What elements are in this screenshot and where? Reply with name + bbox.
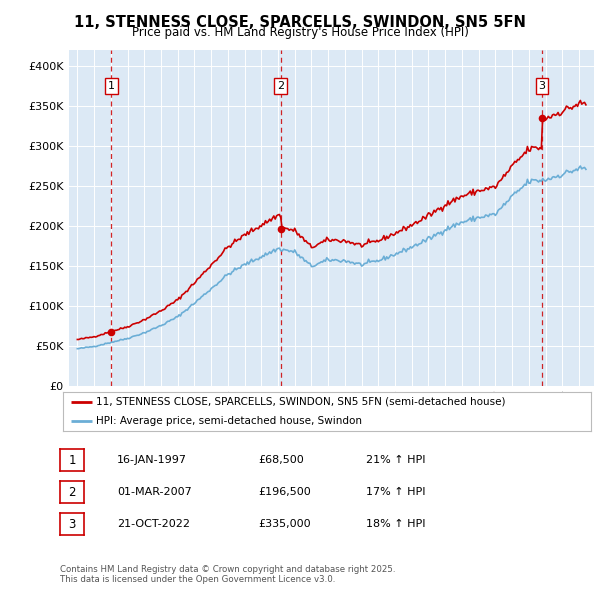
Text: 17% ↑ HPI: 17% ↑ HPI bbox=[366, 487, 425, 497]
Text: Price paid vs. HM Land Registry's House Price Index (HPI): Price paid vs. HM Land Registry's House … bbox=[131, 26, 469, 39]
Text: 18% ↑ HPI: 18% ↑ HPI bbox=[366, 519, 425, 529]
Text: 2: 2 bbox=[277, 81, 284, 91]
Text: 3: 3 bbox=[68, 517, 76, 530]
Text: £196,500: £196,500 bbox=[258, 487, 311, 497]
Text: 11, STENNESS CLOSE, SPARCELLS, SWINDON, SN5 5FN: 11, STENNESS CLOSE, SPARCELLS, SWINDON, … bbox=[74, 15, 526, 30]
Text: 11, STENNESS CLOSE, SPARCELLS, SWINDON, SN5 5FN (semi-detached house): 11, STENNESS CLOSE, SPARCELLS, SWINDON, … bbox=[96, 397, 505, 407]
Text: 21-OCT-2022: 21-OCT-2022 bbox=[117, 519, 190, 529]
Text: 1: 1 bbox=[108, 81, 115, 91]
Text: 3: 3 bbox=[539, 81, 545, 91]
Text: 2: 2 bbox=[68, 486, 76, 499]
Text: 21% ↑ HPI: 21% ↑ HPI bbox=[366, 455, 425, 465]
Text: 01-MAR-2007: 01-MAR-2007 bbox=[117, 487, 192, 497]
Text: £68,500: £68,500 bbox=[258, 455, 304, 465]
Text: £335,000: £335,000 bbox=[258, 519, 311, 529]
Text: 16-JAN-1997: 16-JAN-1997 bbox=[117, 455, 187, 465]
Text: HPI: Average price, semi-detached house, Swindon: HPI: Average price, semi-detached house,… bbox=[96, 416, 362, 426]
Text: 1: 1 bbox=[68, 454, 76, 467]
Text: Contains HM Land Registry data © Crown copyright and database right 2025.
This d: Contains HM Land Registry data © Crown c… bbox=[60, 565, 395, 584]
